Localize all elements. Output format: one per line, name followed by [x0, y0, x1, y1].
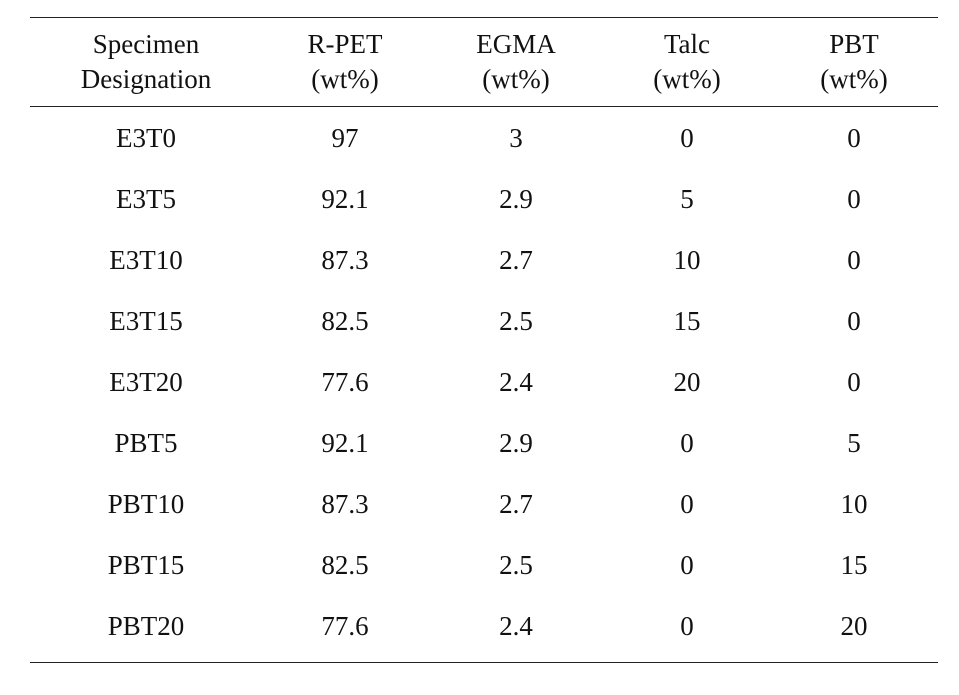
- cell-talc: 15: [673, 305, 701, 336]
- composition-table: Specimen Designation R-PET (wt%) EGMA (w…: [30, 17, 938, 663]
- cell-talc: 0: [680, 549, 694, 580]
- cell-egma: 2.9: [499, 427, 533, 458]
- table-row: E3T20 77.6 2.4 20 0: [30, 351, 938, 412]
- header-rule: [30, 106, 938, 107]
- table-row: E3T10 87.3 2.7 10 0: [30, 229, 938, 290]
- cell-pbt: 20: [840, 610, 868, 641]
- top-rule: [30, 17, 938, 18]
- cell-r-pet: 77.6: [321, 366, 369, 397]
- cell-specimen: E3T10: [109, 244, 183, 275]
- cell-pbt: 0: [847, 305, 861, 336]
- cell-specimen: E3T20: [109, 366, 183, 397]
- table-row: PBT5 92.1 2.9 0 5: [30, 412, 938, 473]
- cell-talc: 5: [680, 183, 694, 214]
- table-body: E3T0 97 3 0 0 E3T5 92.1 2.9 5 0 E3T10 87…: [30, 107, 938, 662]
- cell-specimen: PBT10: [107, 488, 185, 519]
- cell-r-pet: 87.3: [321, 244, 369, 275]
- cell-r-pet: 82.5: [321, 305, 369, 336]
- cell-r-pet: 97: [331, 122, 359, 153]
- table-row: E3T0 97 3 0 0: [30, 107, 938, 168]
- cell-egma: 2.4: [499, 610, 533, 641]
- cell-pbt: 15: [840, 549, 868, 580]
- cell-specimen: PBT20: [107, 610, 185, 641]
- header-line: (wt%): [653, 64, 721, 94]
- header-line: Talc: [663, 29, 711, 59]
- header-pbt: PBT (wt%): [770, 27, 938, 97]
- cell-egma: 2.5: [499, 305, 533, 336]
- cell-talc: 10: [673, 244, 701, 275]
- cell-talc: 0: [680, 122, 694, 153]
- header-line: Designation: [80, 64, 212, 94]
- cell-pbt: 0: [847, 244, 861, 275]
- cell-r-pet: 92.1: [321, 183, 369, 214]
- cell-egma: 2.5: [499, 549, 533, 580]
- table-row: PBT20 77.6 2.4 0 20: [30, 595, 938, 656]
- table-row: PBT15 82.5 2.5 0 15: [30, 534, 938, 595]
- table-row: E3T15 82.5 2.5 15 0: [30, 290, 938, 351]
- header-line: R-PET: [307, 29, 383, 59]
- header-egma: EGMA (wt%): [428, 27, 604, 97]
- header-line: Specimen: [92, 29, 200, 59]
- cell-r-pet: 87.3: [321, 488, 369, 519]
- cell-pbt: 0: [847, 122, 861, 153]
- cell-specimen: PBT15: [107, 549, 185, 580]
- cell-talc: 0: [680, 610, 694, 641]
- cell-talc: 0: [680, 427, 694, 458]
- header-line: PBT: [829, 29, 879, 59]
- header-talc: Talc (wt%): [604, 27, 770, 97]
- cell-talc: 0: [680, 488, 694, 519]
- cell-pbt: 0: [847, 183, 861, 214]
- cell-egma: 2.7: [499, 488, 533, 519]
- header-line: EGMA: [476, 29, 556, 59]
- cell-talc: 20: [673, 366, 701, 397]
- header-r-pet: R-PET (wt%): [262, 27, 428, 97]
- cell-specimen: E3T0: [116, 122, 176, 153]
- cell-specimen: E3T5: [116, 183, 176, 214]
- cell-egma: 3: [509, 122, 523, 153]
- table-row: PBT10 87.3 2.7 0 10: [30, 473, 938, 534]
- header-line: (wt%): [311, 64, 379, 94]
- cell-specimen: E3T15: [109, 305, 183, 336]
- header-line: (wt%): [820, 64, 888, 94]
- cell-egma: 2.9: [499, 183, 533, 214]
- header-line: (wt%): [482, 64, 550, 94]
- cell-specimen: PBT5: [114, 427, 178, 458]
- cell-egma: 2.4: [499, 366, 533, 397]
- table-header: Specimen Designation R-PET (wt%) EGMA (w…: [30, 18, 938, 106]
- cell-egma: 2.7: [499, 244, 533, 275]
- cell-r-pet: 92.1: [321, 427, 369, 458]
- cell-pbt: 5: [847, 427, 861, 458]
- bottom-rule: [30, 662, 938, 663]
- cell-pbt: 0: [847, 366, 861, 397]
- table-row: E3T5 92.1 2.9 5 0: [30, 168, 938, 229]
- header-specimen-designation: Specimen Designation: [30, 27, 262, 97]
- cell-r-pet: 82.5: [321, 549, 369, 580]
- cell-r-pet: 77.6: [321, 610, 369, 641]
- cell-pbt: 10: [840, 488, 868, 519]
